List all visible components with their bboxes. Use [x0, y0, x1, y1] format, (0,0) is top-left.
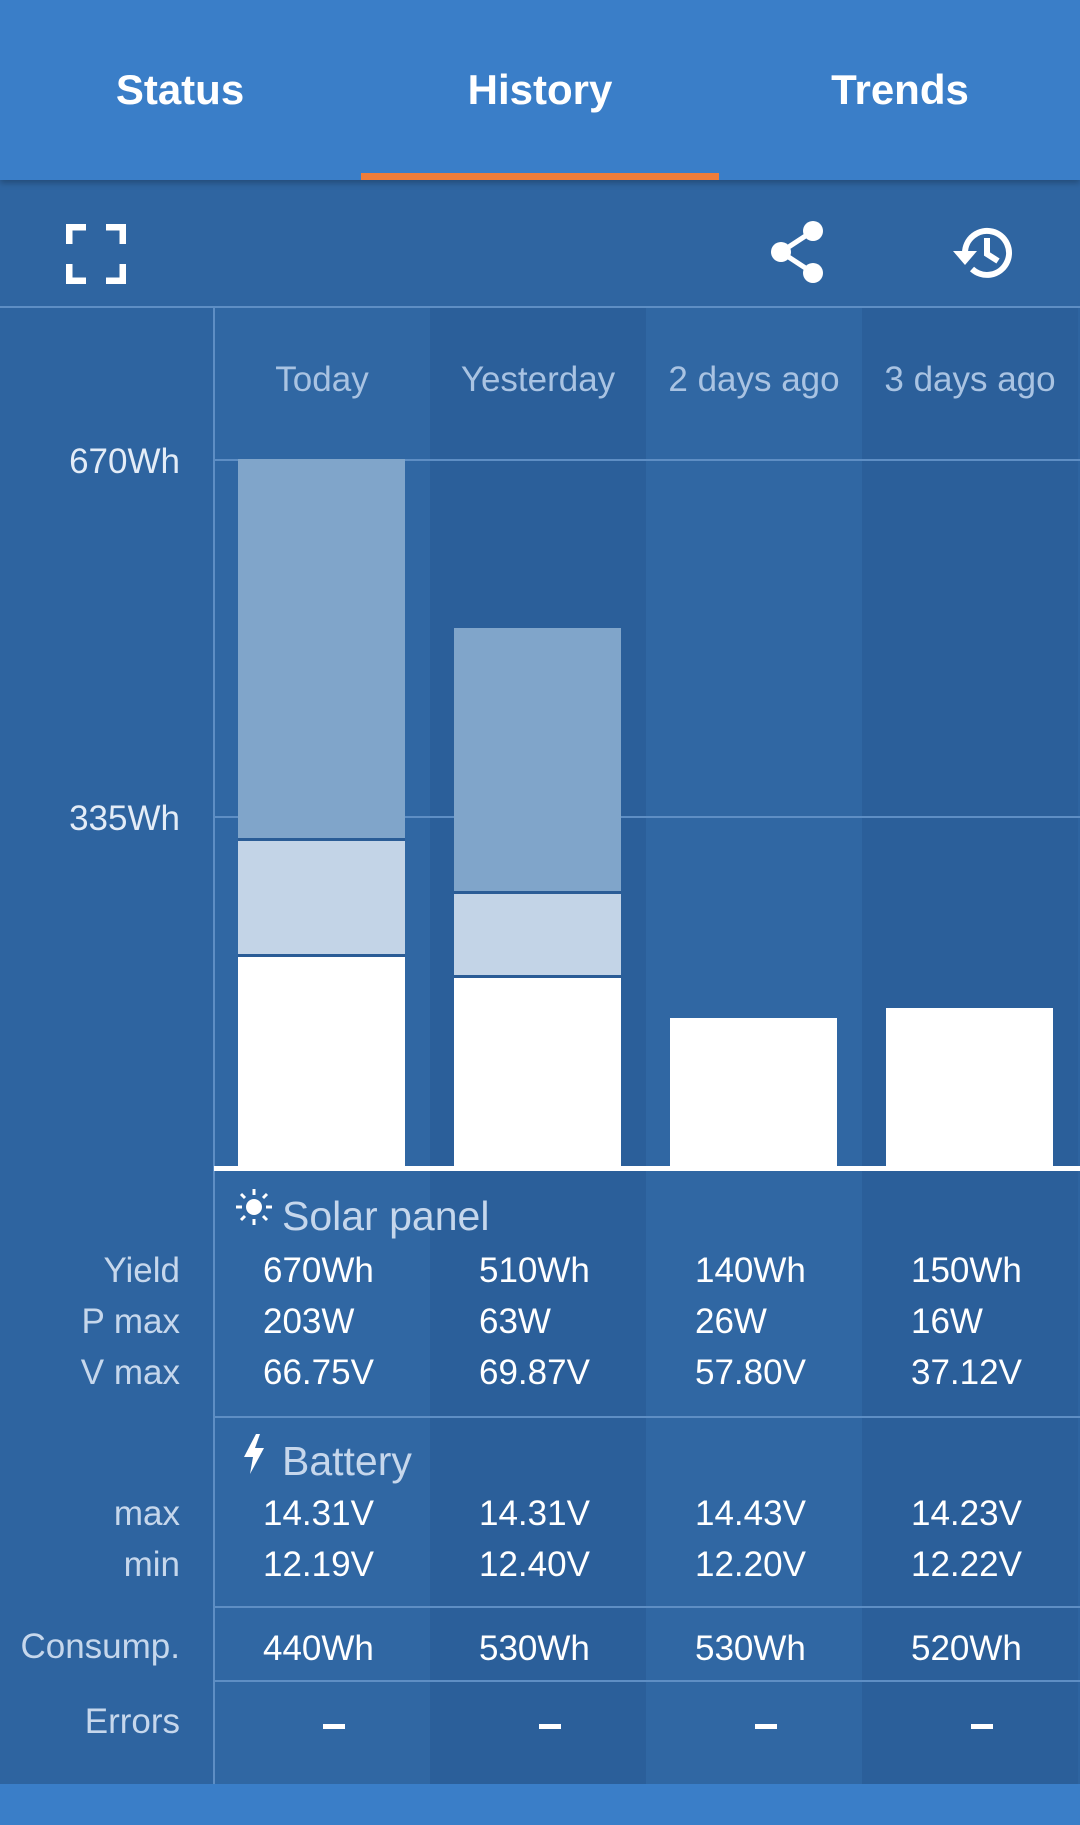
row-label-consumption: Consump. [20, 1627, 180, 1666]
consumption-3-days-ago: 520Wh [911, 1629, 1022, 1668]
battery-min-2-days-ago: 12.20V [695, 1545, 806, 1584]
toolbar-divider [0, 306, 1080, 308]
column-header-yesterday: Yesterday [460, 360, 616, 399]
errors-2-days-ago [755, 1724, 777, 1729]
toolbar [0, 180, 1080, 307]
history-icon[interactable] [950, 222, 1016, 284]
bar-today-segment-2 [238, 838, 405, 955]
solar-panel-title: Solar panel [282, 1193, 490, 1239]
vmax-yesterday: 69.87V [479, 1353, 590, 1392]
y-tick-670: 670Wh [69, 442, 180, 481]
bar-2-days-ago-segment-1 [670, 1018, 837, 1166]
yield-3-days-ago: 150Wh [911, 1251, 1022, 1290]
battery-min-today: 12.19V [263, 1545, 374, 1584]
yield-2-days-ago: 140Wh [695, 1251, 806, 1290]
active-tab-indicator [361, 173, 719, 180]
label-column-divider [213, 308, 215, 1784]
errors-today [323, 1724, 345, 1729]
share-icon[interactable] [768, 220, 828, 284]
battery-max-3-days-ago: 14.23V [911, 1494, 1022, 1533]
pmax-2-days-ago: 26W [695, 1302, 767, 1341]
lightning-icon [244, 1434, 264, 1474]
tab-history[interactable]: History [467, 66, 613, 113]
pmax-3-days-ago: 16W [911, 1302, 983, 1341]
solar-section-divider [214, 1416, 1080, 1418]
vmax-2-days-ago: 57.80V [695, 1353, 806, 1392]
bar-3-days-ago-segment-1 [886, 1007, 1053, 1166]
row-label-vmax: V max [80, 1353, 180, 1392]
vmax-3-days-ago: 37.12V [911, 1353, 1022, 1392]
bar-yesterday-separator-2 [454, 890, 621, 894]
battery-max-2-days-ago: 14.43V [695, 1494, 806, 1533]
bar-today-segment-3 [238, 459, 405, 839]
bar-yesterday-segment-3 [454, 627, 621, 892]
tab-bar: Status History Trends [0, 0, 1080, 180]
yield-yesterday: 510Wh [479, 1251, 590, 1290]
battery-section-divider [214, 1606, 1080, 1608]
vmax-today: 66.75V [263, 1353, 374, 1392]
bar-today-separator-2 [238, 837, 405, 841]
row-label-pmax: P max [81, 1302, 180, 1341]
bar-yesterday-separator-1 [454, 975, 621, 979]
consumption-divider [214, 1680, 1080, 1682]
battery-max-today: 14.31V [263, 1494, 374, 1533]
consumption-today: 440Wh [263, 1629, 374, 1668]
bar-yesterday-segment-1 [454, 976, 621, 1166]
battery-max-yesterday: 14.31V [479, 1494, 590, 1533]
bottom-bar [0, 1784, 1080, 1825]
tab-trends[interactable]: Trends [831, 66, 969, 113]
battery-min-3-days-ago: 12.22V [911, 1545, 1022, 1584]
y-tick-335: 335Wh [69, 799, 180, 838]
sun-icon [236, 1189, 272, 1225]
gridline-335 [214, 816, 1080, 818]
fullscreen-icon[interactable] [66, 224, 126, 284]
column-header-2-days-ago: 2 days ago [668, 360, 840, 399]
column-header-today: Today [275, 360, 369, 399]
battery-title: Battery [282, 1438, 412, 1484]
consumption-2-days-ago: 530Wh [695, 1629, 806, 1668]
bar-today-segment-1 [238, 954, 405, 1166]
bar-today-separator-1 [238, 953, 405, 957]
consumption-yesterday: 530Wh [479, 1629, 590, 1668]
pmax-today: 203W [263, 1302, 355, 1341]
pmax-yesterday: 63W [479, 1302, 551, 1341]
bar-yesterday-segment-2 [454, 891, 621, 977]
row-label-battery-min: min [123, 1545, 180, 1584]
gridline-670 [214, 459, 1080, 461]
errors-3-days-ago [971, 1724, 993, 1729]
row-label-errors: Errors [84, 1702, 180, 1741]
chart-baseline [214, 1166, 1080, 1171]
battery-min-yesterday: 12.40V [479, 1545, 590, 1584]
row-label-yield: Yield [103, 1251, 180, 1290]
row-label-battery-max: max [113, 1494, 180, 1533]
tab-status[interactable]: Status [115, 66, 245, 113]
errors-yesterday [539, 1724, 561, 1729]
yield-today: 670Wh [263, 1251, 374, 1290]
column-header-3-days-ago: 3 days ago [884, 360, 1056, 399]
